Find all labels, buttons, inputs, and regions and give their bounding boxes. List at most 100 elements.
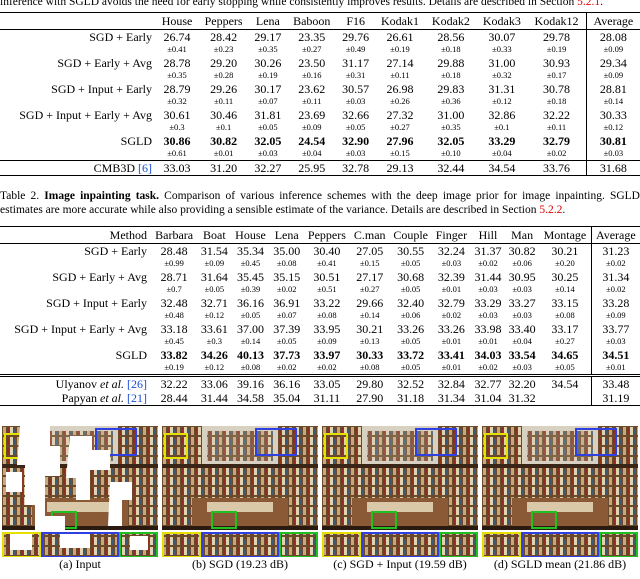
intro-end: . <box>600 0 603 8</box>
value-cell: 32.40 <box>397 296 425 310</box>
value-cell: 23.62 <box>298 82 326 96</box>
header-cell: Kodak2 <box>425 12 477 30</box>
value-cell: 32.71 <box>200 296 228 310</box>
std-cell: ±0.19 <box>164 362 184 372</box>
std-cell: ±0.08 <box>317 310 337 320</box>
row-label-spacer <box>0 70 156 82</box>
value-cell: 30.21 <box>551 244 579 258</box>
header-cell: Man <box>505 226 540 244</box>
value-cell: 30.33 <box>356 348 384 362</box>
std-cell: ±0.15 <box>359 258 380 268</box>
row-label: SGD + Input + Early + Avg <box>0 108 156 122</box>
value-cell: 26.98 <box>386 82 414 96</box>
std-cell: ±0.01 <box>590 362 640 376</box>
value-cell: 31.31 <box>488 82 516 96</box>
value-cell: 23.35 <box>298 30 326 44</box>
value-row: SGD + Input + Early 28.79 29.26 30.17 23.62 3… <box>0 82 640 96</box>
std-cell: ±0.07 <box>276 310 297 320</box>
value-cell: 33.26 <box>397 322 425 336</box>
row-label-spacer <box>0 284 151 296</box>
value-row: SGD + Early 26.74 28.42 29.17 23.35 29.76 26.6… <box>0 29 640 44</box>
header-cell: Barbara <box>151 226 198 244</box>
value-cell: 33.29 <box>474 296 502 310</box>
std-cell: ±0.35 <box>441 122 461 132</box>
citation: [6] <box>138 161 152 175</box>
header-cell: House <box>231 226 270 244</box>
std-cell: ±0.23 <box>213 44 234 54</box>
value-cell: 33.15 <box>551 296 579 310</box>
header-row: House Peppers Lena Baboon F16 Kodak1 Kodak2 Kod… <box>0 12 640 30</box>
row-label-text: Papyan <box>61 391 97 405</box>
value-cell: 30.17 <box>254 82 282 96</box>
row-label-text: SGD + Early <box>84 244 147 258</box>
row-label: Papyan et al. [21] <box>0 391 151 406</box>
value-cell: 31.34 <box>431 391 471 406</box>
std-cell: ±0.08 <box>240 362 261 372</box>
std-cell: ±0.28 <box>213 70 234 80</box>
value-cell: 30.26 <box>254 56 282 70</box>
std-cell: ±0.11 <box>546 122 567 132</box>
value-cell: 31.64 <box>200 270 228 284</box>
std-cell: ±0.03 <box>345 148 366 158</box>
value-cell: 30.07 <box>488 30 516 44</box>
std-cell: ±0.16 <box>301 70 322 80</box>
value-cell: 31.54 <box>200 244 228 258</box>
row-label-text: SGD + Input + Early <box>46 296 147 310</box>
value-cell: 32.52 <box>389 374 432 391</box>
value-row: SGLD 33.82 34.26 40.13 37.73 33.97 30.33 33.72 3… <box>0 348 640 362</box>
std-cell: ±0.01 <box>441 336 462 346</box>
value-cell: 33.95 <box>313 322 341 336</box>
row-label: SGLD <box>0 348 151 362</box>
std-cell: ±0.05 <box>400 336 421 346</box>
std-cell: ±0.41 <box>317 258 337 268</box>
row-label: SGD + Input + Early <box>0 296 151 310</box>
std-cell: ±0.18 <box>546 96 567 106</box>
header-cell: Montage <box>539 226 592 244</box>
row-label: CMB3D [6] <box>0 160 156 176</box>
std-cell: ±0.06 <box>512 258 532 268</box>
value-cell: 34.51 <box>590 348 640 362</box>
std-row: ±0.7 ±0.05 ±0.39 ±0.02 ±0.51 ±0.27 ±0.05 ±0.01 ±… <box>0 284 640 296</box>
value-row: SGD + Input + Early + Avg 33.18 33.61 37.00… <box>0 322 640 336</box>
std-cell: ±0.51 <box>317 284 337 294</box>
std-row: ±0.19 ±0.12 ±0.08 ±0.02 ±0.02 ±0.08 ±0.05 ±0.01… <box>0 362 640 376</box>
value-cell: 33.17 <box>551 322 579 336</box>
value-cell: 31.00 <box>488 56 516 70</box>
std-cell: ±0.3 <box>169 122 185 132</box>
value-row: SGLD 30.86 30.82 32.05 24.54 32.90 27.96 32.05 3… <box>0 134 640 148</box>
std-cell: ±0.05 <box>276 336 297 346</box>
std-cell: ±0.27 <box>555 336 575 346</box>
std-cell: ±0.45 <box>164 336 184 346</box>
std-cell: ±0.03 <box>258 148 278 158</box>
row-label-text: CMB3D <box>93 161 135 175</box>
value-cell: 27.17 <box>356 270 384 284</box>
header-row: Method Barbara Boat House Lena Peppers C.man Co… <box>0 226 640 244</box>
row-label-spacer <box>0 44 156 56</box>
std-cell: ±0.12 <box>204 362 225 372</box>
value-cell: 27.14 <box>386 56 414 70</box>
std-row: ±0.41 ±0.23 ±0.35 ±0.27 ±0.49 ±0.19 ±0.18 ±0.33… <box>0 44 640 56</box>
header-cell <box>0 12 156 30</box>
value-cell: 32.27 <box>249 160 287 176</box>
std-cell: ±0.32 <box>492 70 512 80</box>
value-row: Papyan et al. [21] 28.44 31.44 34.58 35.04 31… <box>0 391 640 406</box>
row-label-text: SGD + Input + Early + Avg <box>14 322 147 336</box>
value-cell: 33.28 <box>590 296 640 310</box>
value-cell: 31.44 <box>474 270 502 284</box>
value-cell: 30.93 <box>543 56 571 70</box>
value-cell: 33.61 <box>200 322 228 336</box>
value-cell: 31.17 <box>342 56 370 70</box>
value-row: SGD + Early 28.48 31.54 35.34 35.00 30.40 27.0… <box>0 243 640 258</box>
std-cell: ±0.02 <box>317 362 337 372</box>
std-cell: ±0.01 <box>478 336 498 346</box>
table-2-caption: Table 2. Image inpainting task. Comparis… <box>0 189 640 217</box>
panel-caption: (a) Input <box>59 557 101 571</box>
panel-caption: (b) SGD (19.23 dB) <box>192 557 288 571</box>
std-cell: ±0.49 <box>345 44 366 54</box>
value-cell <box>539 391 592 406</box>
std-cell: ±0.07 <box>258 96 278 106</box>
row-label-text: SGD + Input + Early + Avg <box>19 108 152 122</box>
header-cell: Kodak3 <box>476 12 528 30</box>
value-cell: 30.55 <box>397 244 425 258</box>
std-cell: ±0.05 <box>204 284 225 294</box>
